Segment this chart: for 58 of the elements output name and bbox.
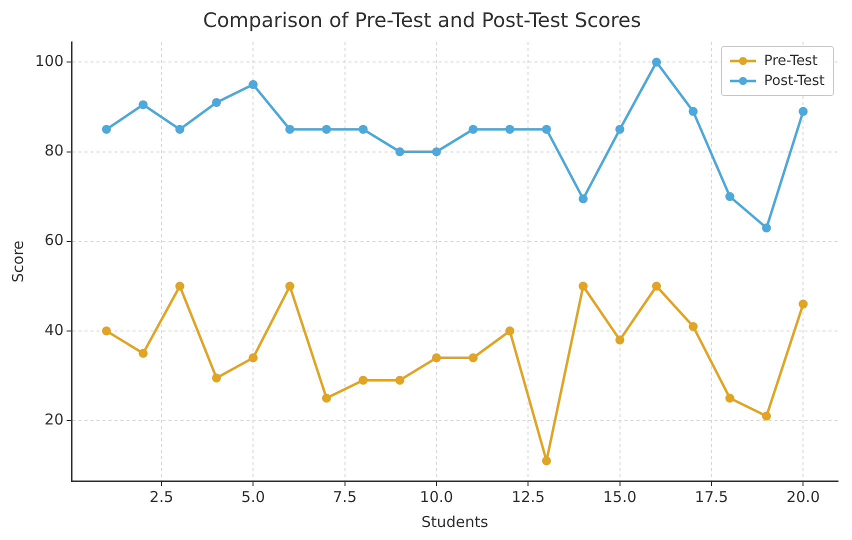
point xyxy=(578,194,588,204)
point xyxy=(578,282,588,291)
y-tick-label: 100 xyxy=(34,52,64,70)
x-tick-label: 2.5 xyxy=(150,488,174,506)
point xyxy=(138,348,148,358)
point xyxy=(688,106,698,116)
point xyxy=(652,58,661,67)
point xyxy=(395,147,404,156)
point xyxy=(322,124,331,134)
point xyxy=(358,376,368,385)
x-tick-label: 17.5 xyxy=(694,488,728,506)
point xyxy=(102,124,111,134)
x-tick-label: 15.0 xyxy=(603,488,637,506)
x-axis-title: Students xyxy=(421,512,488,531)
y-tick-label: 80 xyxy=(44,142,64,160)
x-tick-label: 12.5 xyxy=(511,488,545,506)
point xyxy=(688,322,698,331)
legend-label: Post-Test xyxy=(764,72,825,91)
point xyxy=(212,98,221,107)
point xyxy=(468,124,478,134)
point xyxy=(102,326,111,336)
point xyxy=(762,412,771,421)
point xyxy=(505,124,514,134)
point xyxy=(175,124,184,134)
point xyxy=(248,353,258,362)
point xyxy=(542,124,551,134)
point xyxy=(248,80,258,90)
point xyxy=(322,394,331,403)
point xyxy=(138,100,148,110)
x-tick-label: 5.0 xyxy=(241,488,266,506)
x-tick-label: 20.0 xyxy=(786,488,820,506)
point xyxy=(468,353,478,362)
point xyxy=(725,394,734,403)
x-tick-label: 10.0 xyxy=(420,488,454,506)
point xyxy=(432,353,441,362)
point xyxy=(505,326,514,336)
point xyxy=(285,124,294,134)
point xyxy=(615,124,624,134)
point xyxy=(725,192,734,202)
point xyxy=(798,300,808,309)
point xyxy=(212,373,221,382)
x-tick-label: 7.5 xyxy=(332,488,357,506)
legend-label: Pre-Test xyxy=(764,52,818,71)
point xyxy=(395,376,404,385)
point xyxy=(358,124,368,134)
point xyxy=(175,282,184,291)
chart-title: Comparison of Pre-Test and Post-Test Scores xyxy=(202,8,642,32)
point xyxy=(285,282,294,291)
y-tick-label: 60 xyxy=(44,231,64,250)
point xyxy=(542,456,551,466)
y-tick-label: 40 xyxy=(44,320,64,339)
y-tick-label: 20 xyxy=(44,410,64,428)
point xyxy=(652,282,661,291)
y-axis-title: Score xyxy=(8,240,27,283)
point xyxy=(762,223,771,232)
point xyxy=(432,147,441,156)
point xyxy=(798,106,808,116)
point xyxy=(615,335,624,344)
